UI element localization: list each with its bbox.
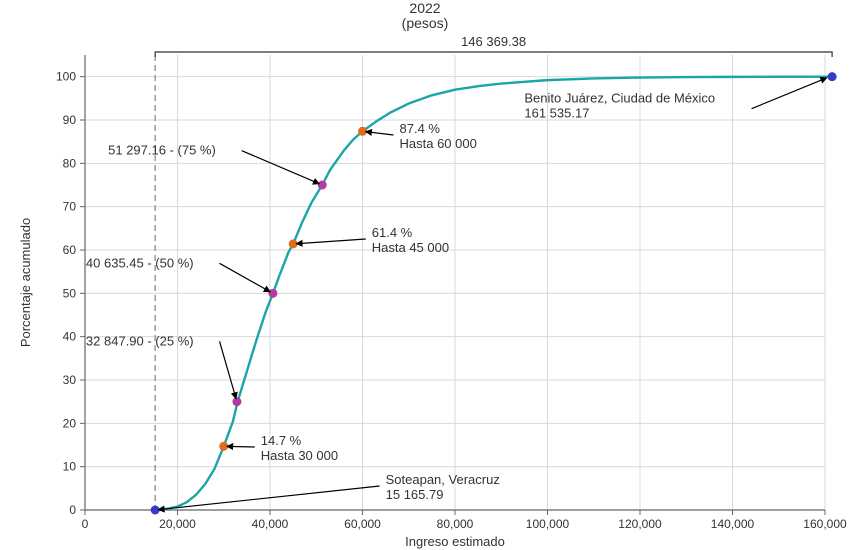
x-tick-label: 80,000 bbox=[437, 517, 474, 531]
y-tick-label: 20 bbox=[63, 416, 77, 430]
annotation-label: 40 635.45 - (50 %) bbox=[86, 255, 194, 270]
y-tick-label: 50 bbox=[63, 286, 77, 300]
y-tick-label: 100 bbox=[56, 70, 76, 84]
annotation-label: 61.4 % bbox=[372, 225, 413, 240]
annotation-label: 15 165.79 bbox=[386, 487, 444, 502]
annotation-label: 14.7 % bbox=[261, 433, 302, 448]
annotation-label: 51 297.16 - (75 %) bbox=[108, 143, 216, 158]
x-tick-label: 120,000 bbox=[618, 517, 662, 531]
y-tick-label: 30 bbox=[63, 373, 77, 387]
range-bracket-label: 146 369.38 bbox=[461, 34, 526, 49]
x-tick-label: 160,000 bbox=[803, 517, 847, 531]
data-marker bbox=[828, 72, 837, 81]
data-marker bbox=[268, 289, 277, 298]
x-axis-label: Ingreso estimado bbox=[405, 534, 505, 549]
data-marker bbox=[318, 181, 327, 190]
chart-background bbox=[0, 0, 850, 550]
x-tick-label: 100,000 bbox=[526, 517, 570, 531]
x-tick-label: 140,000 bbox=[711, 517, 755, 531]
x-tick-label: 20,000 bbox=[159, 517, 196, 531]
annotation-label: Soteapan, Veracruz bbox=[386, 472, 500, 487]
annotation-arrow bbox=[227, 446, 255, 447]
x-tick-label: 40,000 bbox=[252, 517, 289, 531]
chart-title: 2022 bbox=[409, 0, 440, 16]
y-tick-label: 0 bbox=[69, 503, 76, 517]
y-tick-label: 10 bbox=[63, 460, 77, 474]
data-marker bbox=[232, 397, 241, 406]
annotation-label: Hasta 30 000 bbox=[261, 448, 338, 463]
annotation-label: 161 535.17 bbox=[524, 106, 589, 121]
annotation-label: 87.4 % bbox=[400, 121, 441, 136]
y-tick-label: 90 bbox=[63, 113, 77, 127]
y-tick-label: 40 bbox=[63, 330, 77, 344]
annotation-label: Hasta 60 000 bbox=[400, 136, 477, 151]
chart-title: (pesos) bbox=[402, 15, 449, 31]
y-tick-label: 80 bbox=[63, 156, 77, 170]
y-tick-label: 70 bbox=[63, 200, 77, 214]
x-tick-label: 60,000 bbox=[344, 517, 381, 531]
x-tick-label: 0 bbox=[82, 517, 89, 531]
y-axis-label: Porcentaje acumulado bbox=[18, 218, 33, 347]
annotation-label: Benito Juárez, Ciudad de México bbox=[524, 91, 715, 106]
cumulative-income-chart: 0 10 20 30 40 50 60 70 80 90 100 0 20,000 40,000 60,00… bbox=[0, 0, 850, 550]
annotation-label: Hasta 45 000 bbox=[372, 240, 449, 255]
y-tick-label: 60 bbox=[63, 243, 77, 257]
annotation-label: 32 847.90 - (25 %) bbox=[86, 333, 194, 348]
